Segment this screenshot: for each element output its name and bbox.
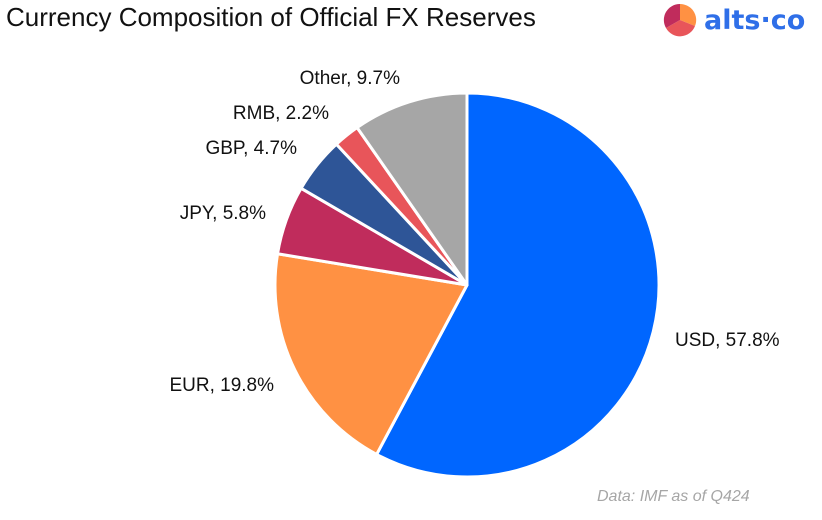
slice-label-gbp: GBP, 4.7%: [205, 138, 297, 159]
slice-label-rmb: RMB, 2.2%: [233, 103, 329, 124]
slice-label-other: Other, 9.7%: [300, 68, 400, 89]
alts-co-logo[interactable]: alts·co: [660, 0, 820, 40]
slice-labels: USD, 57.8% EUR, 19.8% JPY, 5.8% GBP, 4.7% RM…: [169, 68, 779, 396]
slice-label-jpy: JPY, 5.8%: [180, 203, 266, 224]
pie-slice-usd: [375, 91, 661, 479]
slice-label-usd: USD, 57.8%: [675, 330, 780, 351]
chart-title: Currency Composition of Official FX Rese…: [6, 2, 536, 32]
logo-text: alts·co: [704, 4, 806, 36]
logo-pie-icon: [663, 3, 697, 37]
pie-slice-other: [355, 91, 469, 287]
pie-slice-eur: [273, 252, 469, 456]
data-source-note: Data: IMF as of Q424: [597, 488, 750, 505]
slice-label-eur: EUR, 19.8%: [169, 375, 274, 396]
pie-slices: [273, 91, 661, 479]
